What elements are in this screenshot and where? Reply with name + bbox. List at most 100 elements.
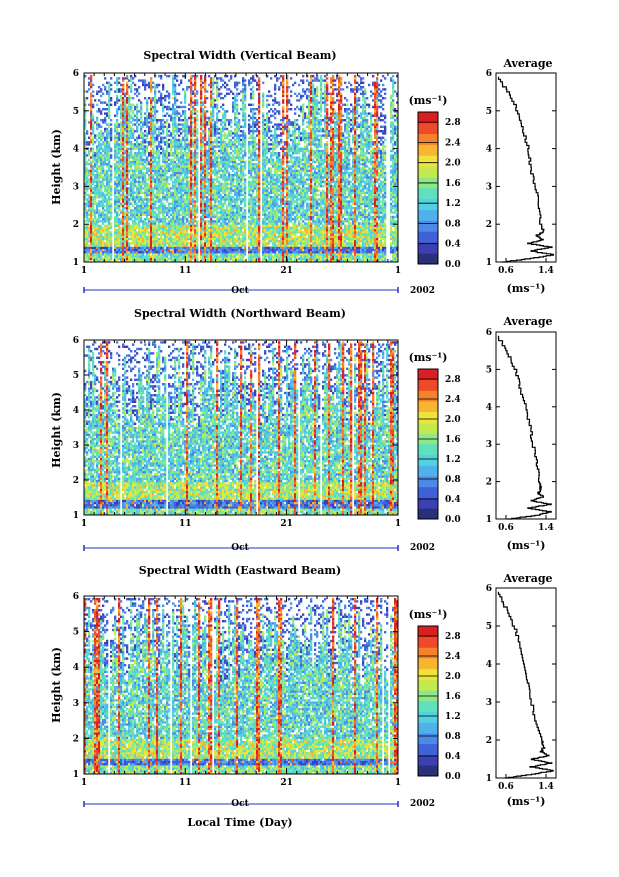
heatmap-cell <box>182 185 185 188</box>
heatmap-cell <box>218 187 221 190</box>
heatmap-cell <box>162 202 165 205</box>
heatmap-cell <box>202 171 205 175</box>
heatmap-cell <box>138 92 141 95</box>
heatmap-cell <box>238 198 241 201</box>
heatmap-cell <box>178 116 181 120</box>
heatmap-cell <box>96 176 99 179</box>
heatmap-cell <box>104 255 107 258</box>
heatmap-cell <box>126 182 129 186</box>
heatmap-cell <box>84 105 87 109</box>
heatmap-cell <box>202 158 205 161</box>
heatmap-cell <box>236 174 239 177</box>
heatmap-cell <box>124 185 127 188</box>
heatmap-cell <box>172 83 175 87</box>
heatmap-cell <box>170 160 173 164</box>
heatmap-cell <box>130 160 133 164</box>
heatmap-cell <box>150 233 153 236</box>
heatmap-cell <box>148 141 151 144</box>
heatmap-cell <box>194 165 197 168</box>
heatmap-cell <box>162 156 165 159</box>
heatmap-cell <box>106 174 109 177</box>
heatmap-cell <box>196 136 199 139</box>
heatmap-cell <box>222 220 225 223</box>
heatmap-cell <box>142 176 145 179</box>
heatmap-cell <box>156 255 159 258</box>
heatmap-cell <box>132 169 135 172</box>
heatmap-cell <box>172 158 175 161</box>
heatmap-cell <box>150 231 153 234</box>
heatmap-cell <box>128 138 131 142</box>
heatmap-cell <box>172 165 175 168</box>
heatmap-cell <box>142 202 145 205</box>
heatmap-cell <box>208 244 211 247</box>
heatmap-cell <box>102 215 105 219</box>
heatmap-cell <box>176 233 179 236</box>
heatmap-cell <box>158 163 161 166</box>
heatmap-cell <box>210 240 213 243</box>
heatmap-cell <box>116 101 119 104</box>
heatmap-cell <box>144 233 147 236</box>
heatmap-cell <box>154 86 157 89</box>
heatmap-cell <box>224 127 227 131</box>
heatmap-cell <box>222 202 225 205</box>
heatmap-cell <box>104 158 107 161</box>
heatmap-cell <box>166 108 169 111</box>
heatmap-cell <box>162 193 165 197</box>
heatmap-cell <box>190 242 193 245</box>
heatmap-cell <box>172 110 175 113</box>
heatmap-cell <box>210 169 213 172</box>
heatmap-cell <box>90 235 93 238</box>
heatmap-cell <box>118 167 121 170</box>
heatmap-cell <box>108 158 111 161</box>
heatmap-cell <box>242 233 245 236</box>
heatmap-cell <box>216 145 219 148</box>
heatmap-cell <box>170 143 173 146</box>
heatmap-cell <box>160 237 163 241</box>
heatmap-cell <box>130 83 133 87</box>
heatmap-cell <box>194 143 197 146</box>
heatmap-cell <box>84 224 87 227</box>
heatmap-cell <box>146 178 149 181</box>
heatmap-cell <box>142 248 145 252</box>
heatmap-cell <box>128 198 131 201</box>
heatmap-cell <box>118 152 121 155</box>
heatmap-cell <box>236 235 239 238</box>
heatmap-cell <box>162 169 165 172</box>
heatmap-cell <box>90 180 93 183</box>
heatmap-cell <box>154 149 157 153</box>
heatmap-cell <box>136 167 139 170</box>
heatmap-cell <box>116 229 119 232</box>
heatmap-cell <box>90 141 93 144</box>
heatmap-cell <box>96 253 99 256</box>
heatmap-cell <box>164 207 167 210</box>
heatmap-cell <box>102 213 105 216</box>
heatmap-cell <box>148 182 151 186</box>
heatmap-cell <box>186 251 189 254</box>
heatmap-cell <box>162 123 165 126</box>
heatmap-cell <box>120 248 123 252</box>
heatmap-cell <box>110 207 113 210</box>
heatmap-cell <box>116 110 119 113</box>
heatmap-cell <box>194 116 197 120</box>
heatmap-cell <box>122 176 125 179</box>
heatmap-cell <box>96 185 99 188</box>
heatmap-cell <box>230 130 233 133</box>
heatmap-cell <box>174 235 177 238</box>
heatmap-cell <box>154 251 157 254</box>
heatmap-cell <box>238 167 241 170</box>
heatmap-cell <box>224 112 227 115</box>
heatmap-cell <box>202 132 205 135</box>
heatmap-cell <box>102 242 105 245</box>
heatmap-cell <box>94 220 97 223</box>
heatmap-cell <box>90 167 93 170</box>
heatmap-cell <box>118 200 121 203</box>
heatmap-cell <box>86 171 89 175</box>
heatmap-cell <box>172 160 175 164</box>
heatmap-cell <box>96 134 99 137</box>
heatmap-cell <box>92 207 95 210</box>
heatmap-cell <box>212 77 215 80</box>
heatmap-cell <box>94 134 97 137</box>
heatmap-cell <box>162 251 165 254</box>
heatmap-cell <box>192 244 195 247</box>
heatmap-cell <box>118 257 121 260</box>
